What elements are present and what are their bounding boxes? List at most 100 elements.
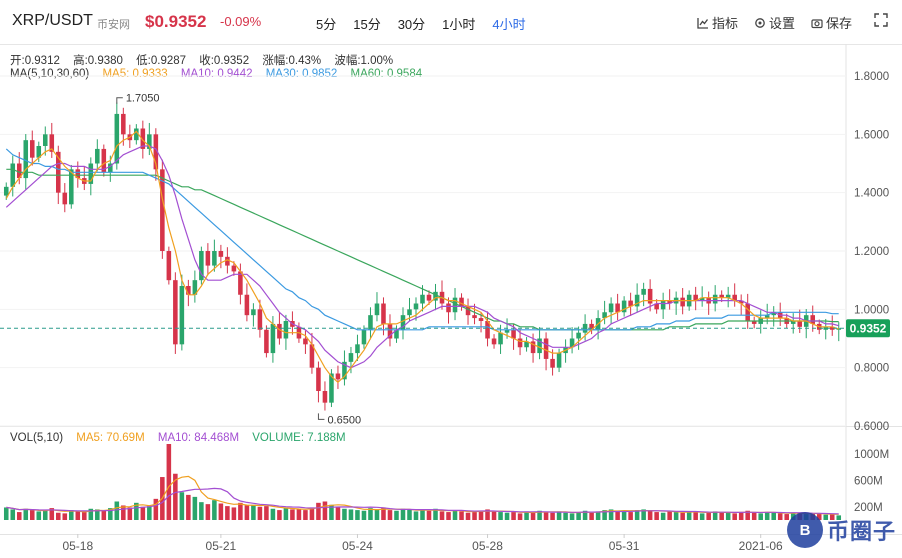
volume-bar [329,504,334,520]
volume-bar [355,510,360,520]
candle-body [634,294,640,307]
volume-bar [836,515,842,520]
save-button[interactable]: 保存 [811,13,852,32]
price-chart[interactable]: 1.8000 1.6000 1.4000 1.2000 1.0000 0.8000 0.60… [0,44,902,558]
candle-body [719,294,724,298]
candle-body [16,163,22,179]
candle [407,297,412,322]
volume-bar [3,507,9,520]
high-annotation-label: 1.7050 [126,93,160,105]
candle-body [329,373,334,403]
candle-body [368,315,373,330]
candle [660,292,666,319]
interval-15m[interactable]: 15分 [353,17,381,32]
candle-body [771,312,776,316]
settings-label: 设置 [768,16,795,31]
volume-tick-label: 1000M [854,449,889,461]
candle-body [335,373,341,380]
candle-body [556,353,562,368]
candle-body [537,338,542,354]
volume-bar [296,508,302,520]
volume-bar [400,508,406,520]
volume-bar [433,508,438,520]
candle-body [173,280,178,345]
volume-bar [582,510,588,520]
volume-bar [647,510,653,520]
candle [628,292,633,317]
pair-title: XRP/USDT [12,12,93,29]
candle [537,327,542,360]
settings-button[interactable]: 设置 [754,13,795,32]
candle [160,159,165,259]
volume-bar [439,511,445,520]
volume-bar [829,514,835,520]
low-value: 低:0.9287 [136,55,187,67]
candle-body [641,288,646,295]
volume-bar [543,512,549,520]
volume-bar [192,496,198,520]
volume-bar [732,513,737,520]
candle-body [511,329,516,339]
volume-bar [758,513,763,520]
interval-4h[interactable]: 4小时 [492,17,526,32]
candle [706,291,711,315]
ma60-line [6,168,839,331]
candle-body [413,303,419,310]
candle-body [433,291,438,301]
volume-bar [251,504,256,520]
volume-bar [342,508,347,520]
candle [433,283,438,311]
candle [361,325,367,349]
interval-30m[interactable]: 30分 [397,17,426,32]
candle-body [309,344,315,368]
price-tick-label: 1.2000 [854,246,889,258]
volume-bar [95,509,100,520]
indicator-button[interactable]: 指标 [697,13,738,32]
candle [75,161,81,188]
candle [322,381,328,411]
volume-bar [745,510,750,520]
volume-bar [576,512,581,520]
volume-bar [608,509,614,520]
candle [803,309,809,339]
candle-body [621,300,627,313]
volume-bar [621,510,627,520]
fullscreen-icon[interactable] [874,13,888,32]
candle-body [446,303,451,313]
candle [88,157,94,196]
candle-body [491,338,497,345]
volume-bar [517,513,523,520]
volume-bar [75,511,81,520]
volume-bar [771,512,776,520]
interval-5m[interactable]: 5分 [316,17,337,32]
candle-body [355,344,360,354]
candle-body [615,303,620,313]
candle [199,246,204,285]
time-tick-label: 2021-06 [739,539,783,553]
candle-body [108,163,113,173]
candle-body [264,329,269,354]
candle [205,243,211,276]
volume-bar [225,506,230,520]
candle-body [699,297,705,301]
volume-bar [62,513,68,520]
candle-body [186,286,191,295]
ma5-value: MA5: 0.9333 [102,68,168,80]
candle-body [647,288,653,304]
close-value: 收:0.9352 [199,55,250,67]
interval-1h[interactable]: 1小时 [442,17,476,32]
candle-body [576,332,581,339]
candle-body [114,113,120,164]
volume-bar [699,513,705,520]
candle-body [10,163,16,187]
candle [394,325,399,343]
volume-bar [303,510,308,520]
volume-bar [504,512,510,520]
volume-bar [407,509,412,520]
price-tick-label: 0.6000 [854,421,889,433]
current-price: $0.9352 [145,12,207,31]
volume-bar [537,510,542,520]
volume-bar [173,473,178,520]
candle [186,279,191,307]
volume-bar [368,508,373,520]
